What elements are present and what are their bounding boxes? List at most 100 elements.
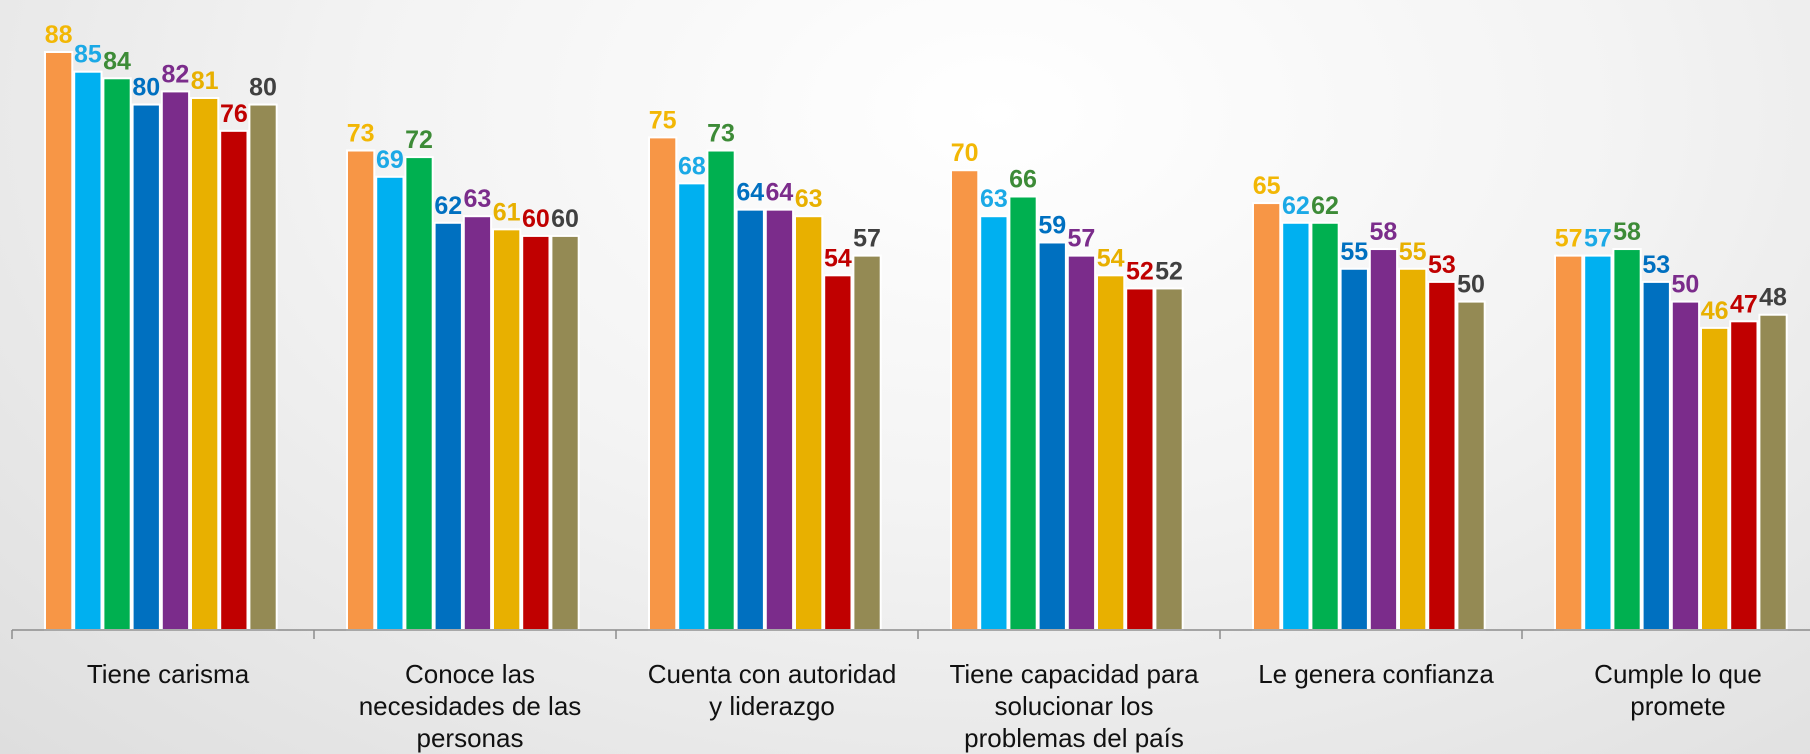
data-label: 88 — [45, 21, 73, 49]
bar — [131, 103, 161, 631]
bar — [346, 149, 376, 631]
bar — [950, 169, 980, 632]
data-label: 46 — [1701, 297, 1729, 325]
bar — [190, 96, 220, 631]
data-label: 80 — [249, 74, 277, 102]
data-label: 57 — [853, 225, 881, 253]
bar — [1154, 287, 1184, 631]
data-label: 84 — [103, 47, 131, 75]
data-label: 60 — [551, 205, 579, 233]
data-label: 81 — [191, 67, 219, 95]
category-label: Le genera confianza — [1258, 659, 1494, 689]
data-label: 76 — [220, 100, 248, 128]
data-label: 50 — [1457, 271, 1485, 299]
bar — [852, 254, 882, 631]
data-label: 62 — [1282, 192, 1310, 220]
bar — [1427, 280, 1457, 631]
bar — [492, 228, 522, 631]
bar — [462, 215, 493, 631]
data-label: 53 — [1642, 251, 1670, 279]
bar — [102, 77, 132, 632]
data-label: 64 — [736, 179, 764, 207]
data-label: 85 — [74, 41, 102, 69]
data-label: 57 — [1584, 225, 1612, 253]
bar — [1641, 280, 1671, 631]
data-label: 73 — [347, 120, 375, 148]
x-axis — [11, 629, 1810, 639]
category-labels-layer: Tiene carisma Conoce las necesidades de la… — [87, 659, 1762, 753]
bar — [1008, 195, 1038, 631]
bar — [1066, 254, 1097, 631]
bar — [1096, 274, 1126, 631]
bar — [521, 234, 551, 631]
bar — [1758, 313, 1788, 631]
category-label: Conoce las necesidades de las personas — [359, 659, 582, 753]
data-label: 63 — [795, 185, 823, 213]
data-label: 68 — [678, 152, 706, 180]
bar — [550, 234, 580, 631]
data-label: 60 — [522, 205, 550, 233]
data-label: 55 — [1340, 238, 1368, 266]
bar — [1368, 248, 1399, 632]
data-label: 61 — [493, 198, 521, 226]
bar — [648, 136, 678, 632]
bar — [1037, 241, 1067, 632]
bar — [706, 149, 736, 631]
data-label: 47 — [1730, 290, 1758, 318]
data-label: 57 — [1555, 225, 1583, 253]
bar — [735, 208, 765, 632]
bar — [248, 103, 278, 631]
category-label: Cuenta con autoridad y liderazgo — [648, 659, 897, 721]
bar — [1554, 254, 1584, 631]
data-label: 64 — [766, 179, 794, 207]
category-label: Tiene capacidad para solucionar los proble… — [949, 659, 1199, 753]
data-label: 50 — [1672, 271, 1700, 299]
bar — [979, 215, 1009, 631]
data-label: 63 — [464, 185, 492, 213]
data-label: 70 — [951, 139, 979, 167]
data-label: 63 — [980, 185, 1008, 213]
bar — [73, 70, 103, 632]
bar — [1612, 248, 1642, 632]
data-label: 48 — [1759, 284, 1787, 312]
bar — [794, 215, 824, 631]
bar — [375, 175, 405, 632]
bar — [404, 156, 434, 631]
data-label: 53 — [1428, 251, 1456, 279]
bar — [764, 208, 795, 632]
data-label: 58 — [1370, 218, 1398, 246]
bar — [1125, 287, 1155, 631]
bar — [1456, 300, 1486, 631]
data-label: 82 — [162, 60, 190, 88]
bar — [433, 221, 463, 631]
data-label: 65 — [1253, 172, 1281, 200]
bar — [160, 90, 191, 631]
bar — [219, 129, 249, 631]
data-label: 52 — [1155, 257, 1183, 285]
data-label: 59 — [1038, 211, 1066, 239]
bar — [1398, 267, 1428, 631]
bar — [44, 51, 74, 631]
bar — [1252, 202, 1282, 631]
data-label: 75 — [649, 106, 677, 134]
category-label: Cumple lo que promete — [1594, 659, 1762, 721]
data-label: 66 — [1009, 166, 1037, 194]
bar — [1670, 300, 1701, 631]
bar — [677, 182, 707, 631]
data-label: 62 — [1311, 192, 1339, 220]
bar — [1583, 254, 1613, 631]
data-label: 54 — [824, 244, 852, 272]
bar — [1310, 221, 1340, 631]
data-label: 54 — [1097, 244, 1125, 272]
data-label: 57 — [1068, 225, 1096, 253]
category-label: Tiene carisma — [87, 659, 250, 689]
data-label: 73 — [707, 120, 735, 148]
data-label: 69 — [376, 146, 404, 174]
bar — [1281, 221, 1311, 631]
data-label: 58 — [1613, 218, 1641, 246]
data-label: 80 — [132, 74, 160, 102]
bars-layer — [44, 51, 1788, 632]
data-label: 52 — [1126, 257, 1154, 285]
